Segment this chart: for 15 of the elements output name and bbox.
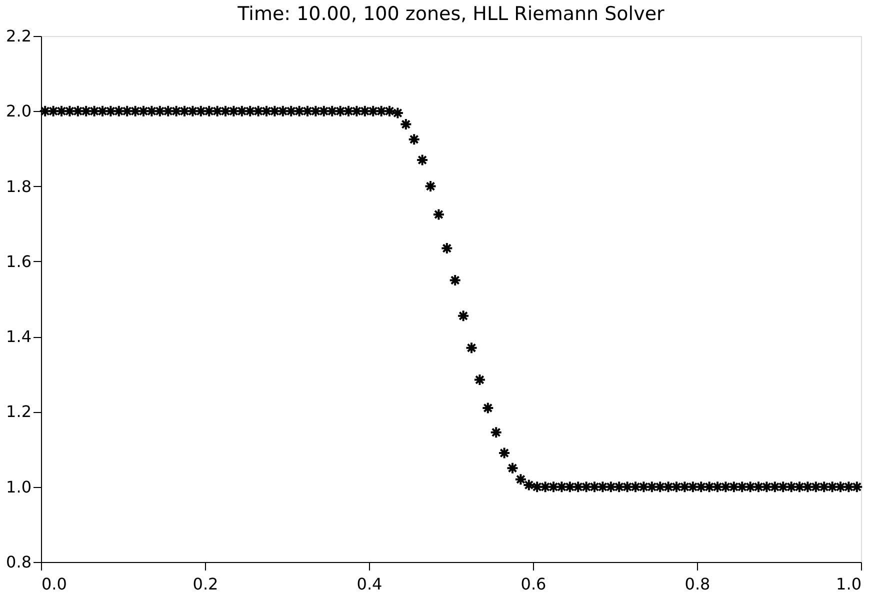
x-tick-label: 0.8: [684, 574, 710, 594]
x-tick-label: 0.6: [520, 574, 546, 594]
y-tick-label: 1.2: [6, 402, 32, 422]
x-tick-label: 1.0: [836, 574, 862, 594]
chart-title: Time: 10.00, 100 zones, HLL Riemann Solver: [236, 3, 665, 25]
y-tick-label: 1.8: [6, 176, 32, 196]
y-tick-label: 2.0: [6, 102, 32, 121]
y-tick-label: 1.0: [6, 477, 32, 496]
y-tick-label: 0.8: [6, 552, 32, 572]
x-tick-label: 0.2: [192, 574, 218, 594]
y-tick-label: 2.2: [6, 26, 32, 46]
x-tick-label: 0.4: [356, 574, 382, 594]
x-tick-label: 0.0: [42, 574, 67, 594]
y-tick-label: 1.6: [6, 252, 32, 271]
y-tick-label: 1.4: [6, 327, 32, 346]
